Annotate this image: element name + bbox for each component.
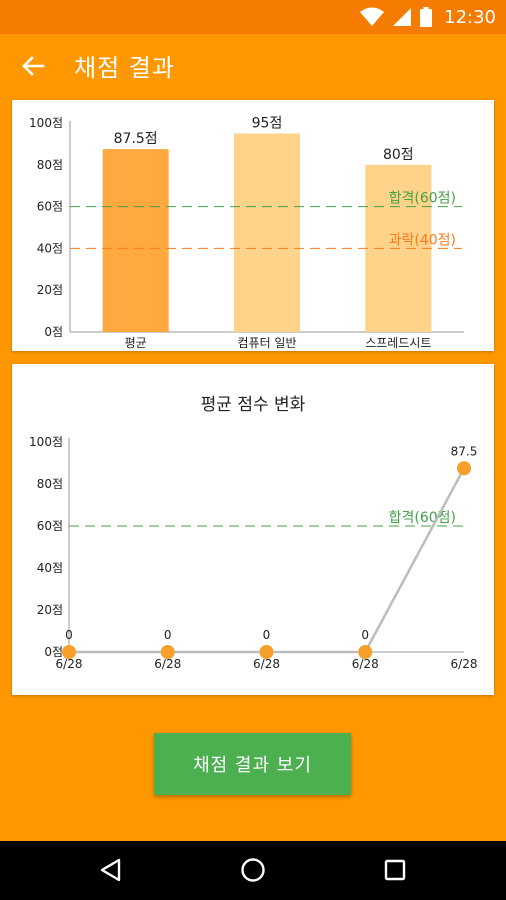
series-line xyxy=(69,467,466,654)
reference-line-label: 과락(40점) xyxy=(389,232,456,248)
x-tick-label: 스프레드시트 xyxy=(365,336,431,350)
view-result-button[interactable]: 채점 결과 보기 xyxy=(154,733,351,795)
data-point xyxy=(358,645,373,659)
y-tick-label: 0점 xyxy=(44,325,63,339)
average-line-chart-card: 평균 점수 변화 0점 20점 40점 60점 80점 100점 합격(60점) 0 6/28 0… xyxy=(12,364,494,695)
app-bar: 채점 결과 xyxy=(0,34,506,96)
y-tick-label: 100점 xyxy=(29,116,63,130)
y-tick-label: 100점 xyxy=(29,435,63,449)
data-point-label: 0 xyxy=(361,628,369,642)
signal-icon xyxy=(393,8,412,26)
y-tick-label: 60점 xyxy=(37,519,63,533)
bar xyxy=(102,149,169,332)
x-tick-label: 6/28 xyxy=(56,657,83,671)
y-tick-label: 80점 xyxy=(37,477,63,491)
data-point-label: 0 xyxy=(65,628,73,642)
home-circle-icon xyxy=(241,858,265,882)
data-point-label: 87.5 xyxy=(451,444,478,458)
battery-icon xyxy=(420,7,433,27)
x-tick-label: 6/28 xyxy=(352,657,379,671)
data-point-label: 0 xyxy=(263,628,271,642)
data-point xyxy=(259,645,274,659)
wifi-icon xyxy=(360,7,385,26)
x-tick-label: 평균 xyxy=(125,336,147,350)
data-point xyxy=(62,645,76,659)
x-tick-label: 6/28 xyxy=(253,657,280,671)
y-tick-label: 20점 xyxy=(37,283,63,297)
status-time: 12:30 xyxy=(444,6,496,28)
reference-line-label: 합격(60점) xyxy=(389,191,456,207)
bar-value-label: 95점 xyxy=(252,115,283,131)
data-point-label: 0 xyxy=(164,628,172,642)
y-tick-label: 60점 xyxy=(37,200,63,214)
navigation-bar xyxy=(0,841,506,900)
y-tick-label: 40점 xyxy=(37,561,63,575)
status-icons: 12:30 xyxy=(360,5,496,29)
page-title: 채점 결과 xyxy=(74,54,175,82)
recents-square-icon xyxy=(384,859,406,881)
y-tick-label: 80점 xyxy=(37,158,63,172)
bar-value-label: 80점 xyxy=(383,147,414,163)
data-point xyxy=(457,461,471,476)
x-tick-label: 컴퓨터 일반 xyxy=(237,336,296,350)
x-tick-label: 6/28 xyxy=(154,657,181,671)
reference-line-label: 합격(60점) xyxy=(389,510,456,526)
nav-back-button[interactable] xyxy=(96,855,126,885)
back-triangle-icon xyxy=(100,858,121,882)
bar-value-label: 87.5점 xyxy=(114,131,158,147)
y-tick-label: 20점 xyxy=(37,603,63,617)
line-chart-title: 평균 점수 변화 xyxy=(200,395,306,415)
data-point xyxy=(160,645,175,659)
status-bar: 12:30 xyxy=(0,0,506,34)
y-tick-label: 40점 xyxy=(37,241,63,255)
arrow-left-icon xyxy=(22,56,45,76)
x-tick-label: 6/28 xyxy=(451,657,478,671)
bar xyxy=(234,133,300,332)
nav-recents-button[interactable] xyxy=(380,855,410,885)
y-tick-label: 0점 xyxy=(44,645,63,659)
nav-home-button[interactable] xyxy=(238,855,268,885)
back-button[interactable] xyxy=(18,51,48,81)
